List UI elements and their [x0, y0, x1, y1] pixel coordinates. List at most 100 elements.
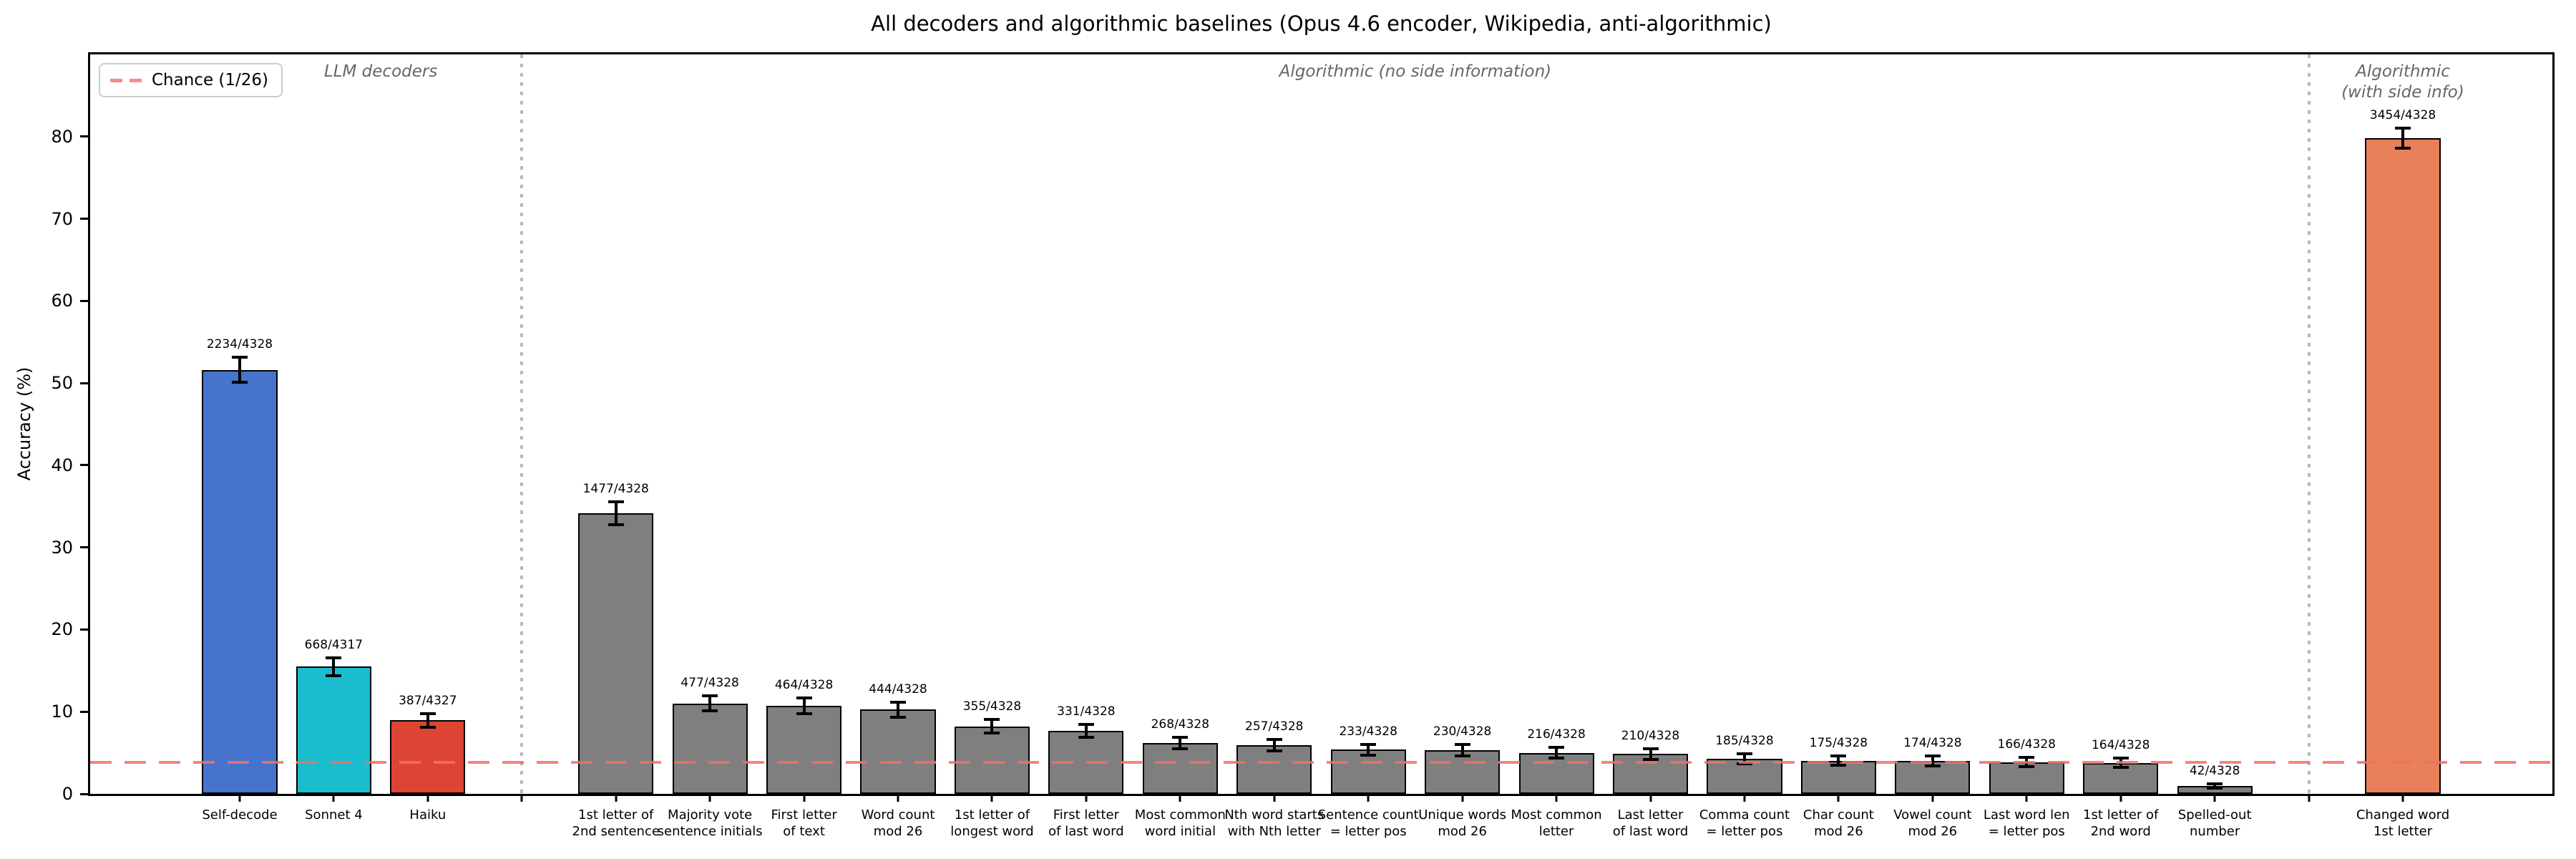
bar-count-label: 166/4328: [1997, 737, 2056, 752]
section-separator: [2307, 54, 2311, 794]
x-tick: [1555, 794, 1558, 802]
y-tick-label: 70: [51, 208, 73, 229]
y-tick: [80, 710, 88, 713]
bar-count-label: 3454/4328: [2369, 108, 2436, 123]
x-tick-label: Majority vote sentence initials: [657, 807, 763, 839]
error-bar: [1272, 739, 1276, 751]
error-bar: [1555, 747, 1558, 759]
x-tick-label: Comma count = letter pos: [1699, 807, 1790, 839]
x-tick: [1837, 794, 1840, 802]
bar: [672, 703, 748, 794]
x-tick-label: Last word len = letter pos: [1983, 807, 2070, 839]
error-bar-cap: [1548, 746, 1565, 749]
x-tick-label: Sonnet 4: [305, 807, 363, 822]
error-bar-cap: [2207, 782, 2223, 785]
error-bar-cap: [1548, 757, 1565, 760]
bar-count-label: 477/4328: [680, 675, 739, 690]
x-tick: [803, 794, 806, 802]
x-tick-label: Spelled-out number: [2177, 807, 2252, 839]
bar: [578, 513, 654, 794]
x-tick-label: 1st letter of longest word: [950, 807, 1034, 839]
error-bar-cap: [608, 523, 624, 527]
y-tick: [80, 218, 88, 220]
x-tick: [1179, 794, 1181, 802]
x-tick: [615, 794, 618, 802]
error-bar-cap: [1172, 735, 1189, 739]
error-bar: [332, 658, 336, 676]
x-tick-label: Changed word 1st letter: [2356, 807, 2450, 839]
bar-count-label: 216/4328: [1527, 727, 1586, 742]
error-bar-cap: [890, 700, 907, 704]
chart-title: All decoders and algorithmic baselines (…: [871, 11, 1772, 36]
error-bar-cap: [1266, 737, 1282, 741]
x-tick-label: First letter of text: [771, 807, 837, 839]
section-separator: [520, 54, 524, 794]
x-tick-label: Most common letter: [1511, 807, 1602, 839]
bar-count-label: 464/4328: [774, 678, 834, 693]
y-tick-label: 30: [51, 537, 73, 558]
error-bar-cap: [984, 718, 1000, 722]
y-tick-label: 80: [51, 126, 73, 147]
y-tick: [80, 135, 88, 138]
error-bar-cap: [326, 656, 342, 660]
legend-label: Chance (1/26): [152, 71, 269, 89]
section-label: Algorithmic (no side information): [1279, 62, 1552, 81]
error-bar-cap: [984, 732, 1000, 735]
error-bar-cap: [608, 500, 624, 504]
error-bar-cap: [231, 380, 248, 384]
error-bar-cap: [2207, 787, 2223, 790]
y-tick: [80, 464, 88, 467]
y-tick-label: 10: [51, 702, 73, 722]
bar: [954, 726, 1030, 794]
bar: [2365, 137, 2441, 794]
bar-count-label: 2234/4328: [206, 337, 273, 352]
error-bar-cap: [326, 674, 342, 677]
error-bar-cap: [1454, 754, 1470, 757]
error-bar: [897, 702, 900, 717]
x-tick: [426, 794, 429, 802]
x-tick: [1367, 794, 1370, 802]
error-bar: [1742, 754, 1746, 764]
error-bar-cap: [1360, 742, 1377, 746]
error-bar-cap: [231, 356, 248, 359]
x-tick: [2401, 794, 2404, 802]
x-tick-label: Vowel count mod 26: [1893, 807, 1972, 839]
bar-count-label: 42/4328: [2189, 763, 2240, 778]
y-tick-label: 20: [51, 619, 73, 640]
y-tick: [80, 546, 88, 549]
x-tick: [1273, 794, 1276, 802]
x-tick-label: 1st letter of 2nd sentence: [572, 807, 660, 839]
bar-count-label: 387/4327: [399, 693, 457, 708]
y-tick: [80, 628, 88, 631]
error-bar-cap: [1078, 736, 1094, 739]
error-bar-cap: [2112, 766, 2129, 770]
x-tick: [332, 794, 335, 802]
x-tick: [2213, 794, 2216, 802]
x-tick-label: Last letter of last word: [1612, 807, 1689, 839]
bar: [766, 705, 842, 794]
error-bar-cap: [1830, 754, 1847, 757]
error-bar-cap: [1924, 754, 1941, 758]
x-tick: [2025, 794, 2028, 802]
y-tick: [80, 382, 88, 384]
bar-count-label: 257/4328: [1245, 719, 1304, 734]
x-tick-label: Most common word initial: [1134, 807, 1226, 839]
chance-dash-icon: [110, 78, 142, 82]
y-tick: [80, 299, 88, 302]
error-bar: [708, 695, 712, 712]
error-bar-cap: [1078, 723, 1094, 727]
bar-count-label: 355/4328: [962, 699, 1022, 714]
error-bar: [1367, 744, 1370, 755]
error-bar-cap: [1642, 757, 1659, 761]
x-tick: [2119, 794, 2122, 802]
error-bar: [426, 713, 429, 728]
error-bar-cap: [796, 697, 812, 700]
error-bar-cap: [1924, 764, 1941, 767]
x-tick: [1649, 794, 1652, 802]
x-tick-label: Self-decode: [202, 807, 278, 822]
bar-count-label: 331/4328: [1057, 704, 1116, 719]
error-bar: [2213, 783, 2217, 789]
x-tick: [238, 794, 241, 802]
error-bar: [2401, 128, 2405, 148]
